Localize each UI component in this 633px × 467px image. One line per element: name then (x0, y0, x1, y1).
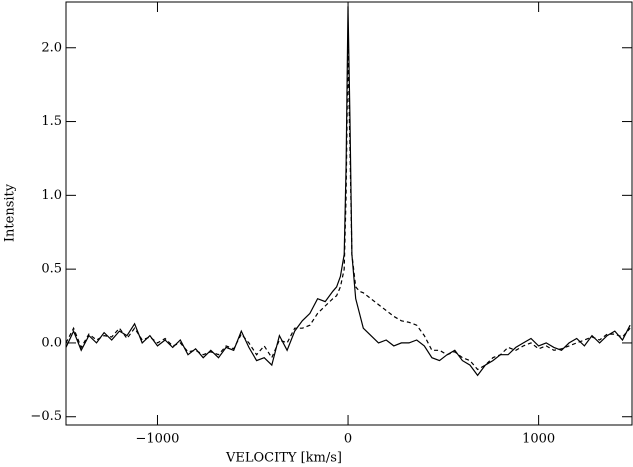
y-tick-label: 2.0 (41, 40, 62, 55)
x-axis-label: VELOCITY [km/s] (225, 451, 342, 466)
y-axis-label: Intensity (3, 183, 18, 242)
plot-frame (65, 1, 633, 426)
y-tick-label: 0.5 (41, 262, 62, 277)
series-line (65, 6, 631, 377)
y-tick-label: 0.0 (41, 335, 62, 350)
x-tick-label: 0 (344, 432, 352, 447)
y-tick-label: 1.5 (41, 114, 62, 129)
series-line (65, 47, 631, 371)
y-tick-label: 1.0 (41, 188, 62, 203)
x-tick-label: −1000 (135, 432, 179, 447)
y-tick-label: −0.5 (30, 409, 62, 424)
x-tick-label: 1000 (522, 432, 555, 447)
